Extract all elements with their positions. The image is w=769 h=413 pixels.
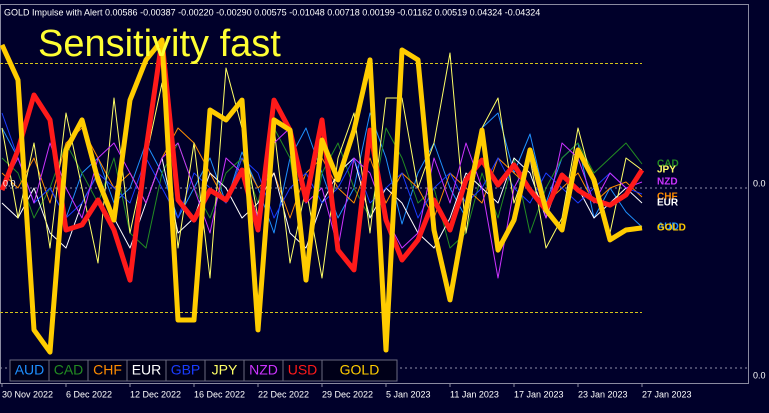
legend-label: CAD bbox=[54, 362, 84, 378]
x-tick-label: 22 Dec 2022 bbox=[258, 389, 309, 399]
x-tick-label: 16 Dec 2022 bbox=[194, 389, 245, 399]
end-label: EUR bbox=[657, 198, 679, 209]
series-line bbox=[1, 52, 643, 279]
x-tick-label: 17 Jan 2023 bbox=[514, 389, 564, 399]
legend-label: GBP bbox=[171, 362, 201, 378]
plot-area bbox=[0, 37, 748, 369]
x-tick-label: 11 Jan 2023 bbox=[450, 389, 499, 399]
end-label: CHF bbox=[657, 192, 678, 203]
annotation: Sensitivity fast bbox=[38, 23, 281, 65]
x-tick-label: 27 Jan 2023 bbox=[642, 389, 692, 399]
end-label: AUD bbox=[657, 222, 679, 233]
series-line bbox=[0, 37, 643, 355]
x-tick-label: 23 Jan 2023 bbox=[578, 389, 628, 399]
x-tick-label: 30 Nov 2022 bbox=[2, 389, 53, 399]
y-tick-label: 0.0 bbox=[753, 178, 766, 188]
x-tick-label: 6 Dec 2022 bbox=[66, 389, 112, 399]
x-tick-label: 12 Dec 2022 bbox=[130, 389, 181, 399]
legend-label: JPY bbox=[212, 362, 238, 378]
legend-box bbox=[321, 359, 398, 382]
x-tick-label: 29 Dec 2022 bbox=[322, 389, 373, 399]
series-line bbox=[0, 37, 645, 283]
end-label: CAD bbox=[657, 159, 679, 170]
x-tick-label: 5 Jan 2023 bbox=[386, 389, 431, 399]
series-line bbox=[1, 127, 643, 264]
end-label: GOLD bbox=[657, 223, 686, 234]
end-label: JPY bbox=[657, 165, 676, 176]
legend-label: NZD bbox=[249, 362, 278, 378]
legend-label: GOLD bbox=[340, 362, 380, 378]
legend-label: USD bbox=[288, 362, 318, 378]
plot-frame bbox=[0, 4, 749, 384]
end-label: NZD bbox=[657, 177, 678, 188]
legend-label: CHF bbox=[93, 362, 122, 378]
y-tick-label: 0.0 bbox=[753, 370, 766, 380]
y-tick-label: 0.0 bbox=[3, 178, 16, 188]
legend-label: EUR bbox=[132, 362, 162, 378]
legend-label: AUD bbox=[15, 362, 45, 378]
chart-title: GOLD Impulse with Alert 0.00586 -0.00387… bbox=[4, 7, 540, 17]
